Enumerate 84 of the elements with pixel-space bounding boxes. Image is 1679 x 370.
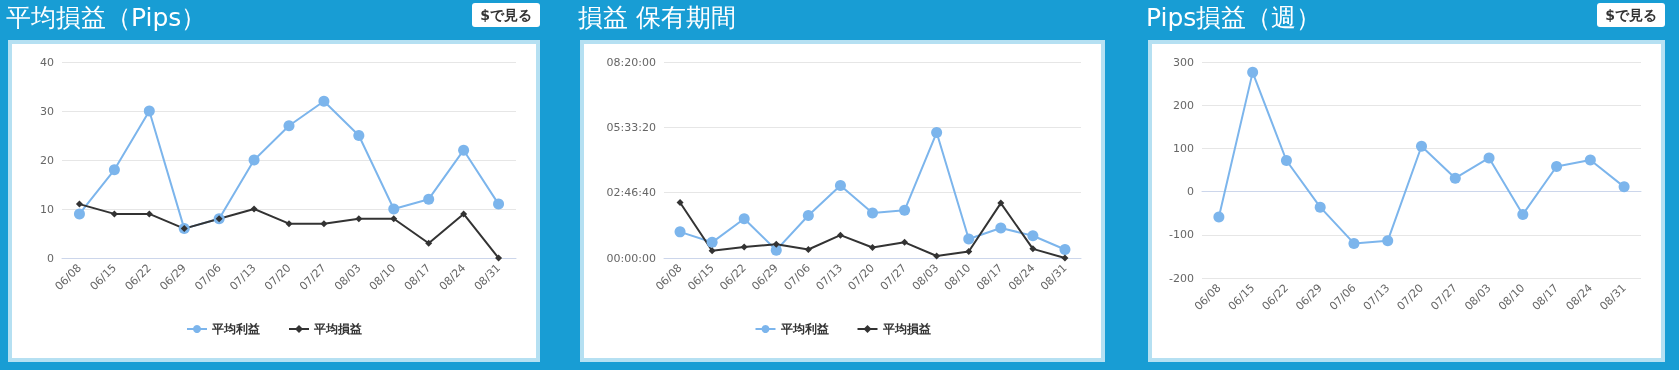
point (75, 200, 83, 208)
point (738, 213, 750, 225)
point (676, 198, 684, 206)
y-tick-label: 20 (40, 153, 54, 167)
point (110, 210, 118, 218)
chart-title: 損益 保有期間 (578, 2, 736, 34)
chart-title: Pips損益（週） (1146, 2, 1322, 34)
toggle-button[interactable]: $で見る (472, 3, 540, 27)
y-tick-label: 10 (40, 202, 54, 216)
point (285, 220, 293, 228)
point (899, 204, 911, 216)
y-tick-label: -100 (1169, 228, 1194, 242)
legend-label: 平均利益 (779, 322, 829, 336)
legend-label: 平均損益 (881, 322, 931, 336)
point (740, 243, 748, 251)
point (283, 120, 295, 132)
point (1551, 161, 1563, 173)
point (423, 193, 435, 205)
point (1061, 254, 1069, 262)
point (1213, 211, 1225, 223)
point (933, 252, 941, 260)
point (1584, 154, 1596, 166)
point (248, 154, 260, 166)
y-tick-label: 100 (1173, 141, 1194, 155)
point (493, 198, 505, 210)
point (388, 203, 400, 215)
point (1517, 209, 1529, 220)
point (1280, 155, 1292, 166)
point (1449, 172, 1461, 184)
point (1059, 244, 1071, 255)
point (995, 222, 1007, 234)
point (1618, 181, 1630, 193)
point (458, 144, 470, 156)
point (353, 130, 365, 141)
point (73, 208, 85, 220)
point (963, 233, 975, 245)
point (997, 199, 1005, 207)
point (1416, 140, 1427, 152)
point (320, 220, 328, 228)
point (770, 244, 782, 256)
point (1348, 237, 1360, 249)
point (143, 105, 155, 117)
point (965, 247, 973, 255)
point (706, 236, 718, 248)
y-tick-label: 0 (47, 251, 54, 265)
y-tick-label: 02:46:40 (606, 186, 656, 200)
legend-label: 平均損益 (313, 322, 362, 336)
point (674, 226, 686, 238)
chart-title: 平均損益（Pips） (6, 2, 207, 34)
y-tick-label: 0 (1187, 185, 1194, 199)
point (1382, 235, 1394, 247)
point (460, 210, 468, 218)
point (901, 238, 909, 246)
y-tick-label: 08:20:00 (606, 55, 656, 69)
point (1247, 66, 1259, 78)
point (1314, 201, 1326, 213)
point (1029, 245, 1037, 253)
point (250, 205, 258, 213)
legend-label: 平均利益 (211, 322, 260, 336)
y-tick-label: 40 (40, 55, 54, 69)
point (869, 244, 876, 252)
point (804, 246, 812, 254)
y-tick-label: -200 (1169, 271, 1194, 285)
point (708, 247, 716, 255)
point (802, 210, 814, 222)
point (772, 240, 780, 248)
y-tick-label: 200 (1173, 98, 1194, 112)
point (355, 215, 363, 223)
point (836, 231, 844, 239)
point (867, 207, 878, 219)
y-tick-label: 30 (40, 104, 54, 118)
point (390, 215, 398, 223)
toggle-button[interactable]: $で見る (1597, 3, 1665, 27)
point (1483, 152, 1495, 164)
point (834, 179, 846, 191)
y-tick-label: 00:00:00 (606, 251, 656, 265)
y-tick-label: 05:33:20 (606, 120, 656, 134)
point (931, 127, 943, 139)
point (495, 254, 503, 262)
point (1027, 230, 1039, 242)
point (318, 95, 330, 107)
point (425, 239, 433, 247)
point (108, 164, 120, 176)
y-tick-label: 300 (1173, 55, 1194, 69)
